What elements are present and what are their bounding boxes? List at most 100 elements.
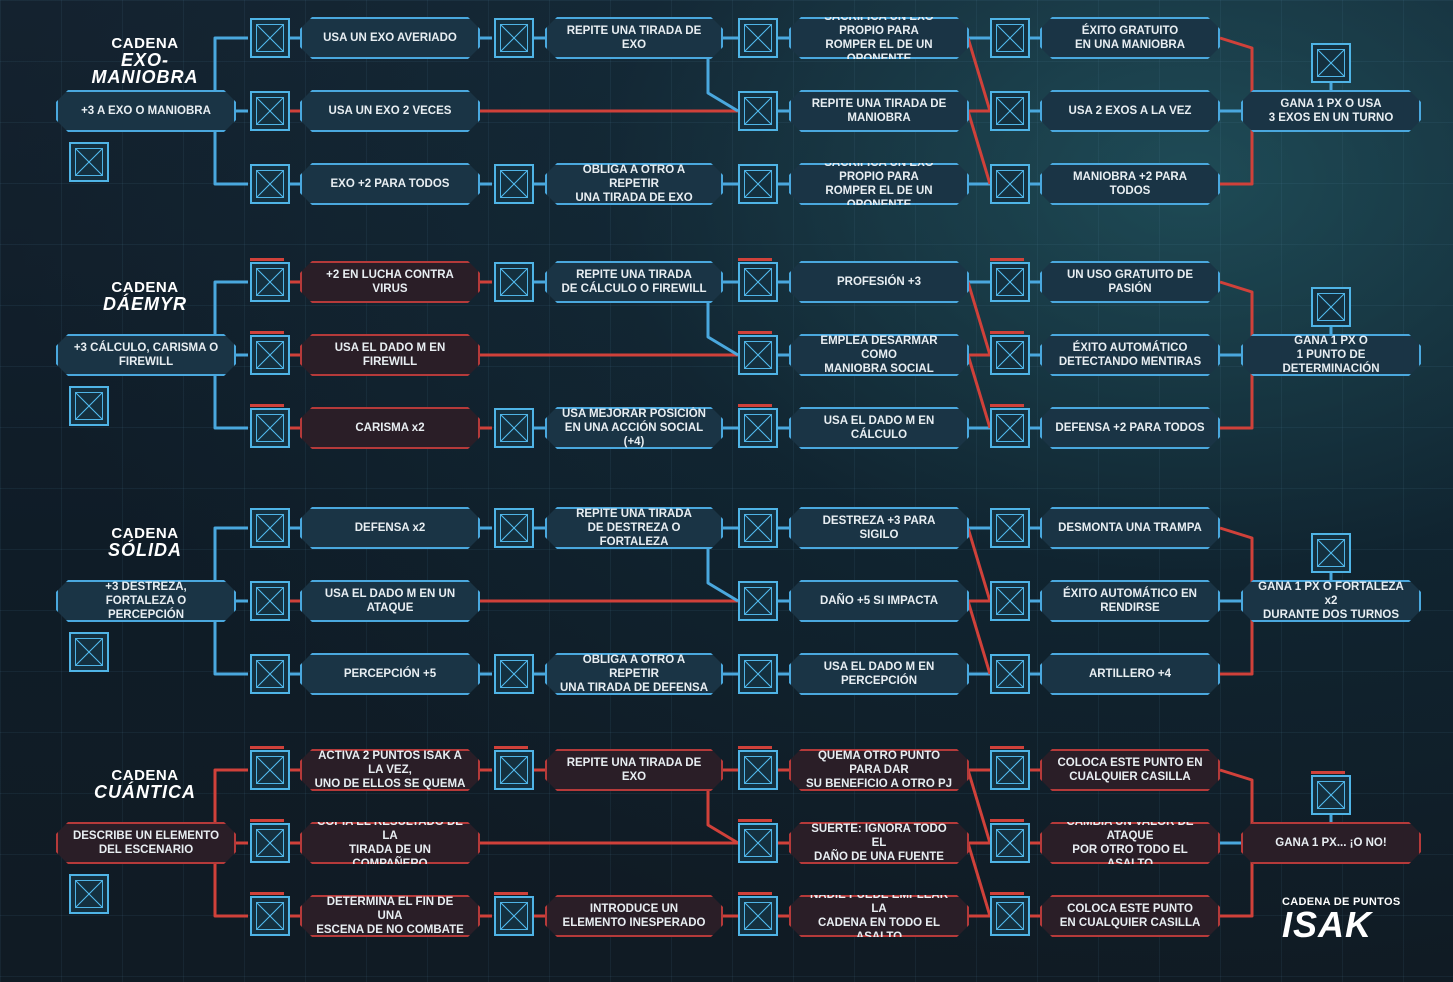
start-checkbox[interactable] [69, 632, 109, 672]
col1-checkbox[interactable] [250, 18, 290, 58]
col3-checkbox[interactable] [738, 746, 778, 790]
col3-checkbox[interactable] [738, 508, 778, 548]
box-tab [494, 892, 528, 895]
node-label: USA 2 EXOS A LA VEZ [1068, 105, 1192, 117]
final-checkbox[interactable] [1311, 771, 1351, 815]
col4-checkbox[interactable] [990, 819, 1030, 863]
node-label: CARISMA x2 [355, 422, 425, 434]
chain-title-line2: CUÁNTICA [94, 782, 196, 802]
col4-checkbox[interactable] [990, 581, 1030, 621]
col4-node: CAMBIA UN VALOR DE ATAQUE POR OTRO TODO … [1040, 822, 1220, 864]
connector-line [213, 601, 248, 676]
col1-checkbox[interactable] [250, 508, 290, 548]
chain-title: CADENA CUÁNTICA [70, 767, 220, 801]
col1-checkbox[interactable] [250, 892, 290, 936]
start-checkbox[interactable] [69, 386, 109, 426]
start-checkbox[interactable] [69, 142, 109, 182]
node-label: PERCEPCIÓN +5 [343, 668, 437, 680]
node-label: +2 EN LUCHA CONTRA VIRUS [326, 269, 454, 295]
chain-title: CADENA DÁEMYR [70, 279, 220, 313]
box-tab [738, 819, 772, 822]
col1-node: COPIA EL RESULTADO DE LA TIRADA DE UN CO… [300, 822, 480, 864]
col2-checkbox[interactable] [494, 746, 534, 790]
logo-subtitle: CADENA DE PUNTOS [1282, 896, 1401, 908]
chain-title-line1: CADENA [111, 767, 179, 784]
col1-node: USA EL DADO M EN FIREWILL [300, 334, 480, 376]
col4-checkbox[interactable] [990, 654, 1030, 694]
col1-checkbox[interactable] [250, 746, 290, 790]
col4-checkbox[interactable] [990, 892, 1030, 936]
col1-checkbox[interactable] [250, 91, 290, 131]
col4-node: DESMONTA UNA TRAMPA [1040, 507, 1220, 549]
box-tab [738, 258, 772, 261]
node-label: USA EL DADO M EN PERCEPCIÓN [823, 661, 935, 687]
col3-checkbox[interactable] [738, 819, 778, 863]
col4-checkbox[interactable] [990, 508, 1030, 548]
col1-checkbox[interactable] [250, 258, 290, 302]
start-checkbox[interactable] [69, 874, 109, 914]
box-tab [250, 746, 284, 749]
col3-checkbox[interactable] [738, 164, 778, 204]
col2-checkbox[interactable] [494, 654, 534, 694]
connector-line [966, 769, 992, 844]
col4-checkbox[interactable] [990, 18, 1030, 58]
final-checkbox[interactable] [1311, 287, 1351, 327]
node-label: DEFENSA +2 PARA TODOS [1055, 422, 1205, 434]
node-label: UN USO GRATUITO DE PASIÓN [1066, 269, 1194, 295]
box-tab [250, 404, 284, 407]
col1-checkbox[interactable] [250, 404, 290, 448]
chain-title-line2: SÓLIDA [107, 540, 182, 560]
col3-node: DESTREZA +3 PARA SIGILO [789, 507, 969, 549]
col1-node: PERCEPCIÓN +5 [300, 653, 480, 695]
col2-checkbox[interactable] [494, 508, 534, 548]
node-label: ÉXITO GRATUITO EN UNA MANIOBRA [1074, 25, 1186, 51]
col3-checkbox[interactable] [738, 331, 778, 375]
box-tab [738, 404, 772, 407]
col3-checkbox[interactable] [738, 404, 778, 448]
col3-node: QUEMA OTRO PUNTO PARA DAR SU BENEFICIO A… [789, 749, 969, 791]
start-node: +3 A EXO O MANIOBRA [56, 90, 236, 132]
col4-checkbox[interactable] [990, 258, 1030, 302]
col3-checkbox[interactable] [738, 258, 778, 302]
node-label: USA EL DADO M EN FIREWILL [334, 342, 446, 368]
col1-checkbox[interactable] [250, 581, 290, 621]
col4-checkbox[interactable] [990, 331, 1030, 375]
box-tab [990, 892, 1024, 895]
connector-line [966, 842, 992, 917]
node-label: INTRODUCE UN ELEMENTO INESPERADO [562, 903, 706, 929]
node-label: REPITE UNA TIRADA DE CÁLCULO O FIREWILL [561, 269, 707, 295]
col2-node: USA MEJORAR POSICIÓN EN UNA ACCIÓN SOCIA… [545, 407, 723, 449]
col3-checkbox[interactable] [738, 91, 778, 131]
col1-checkbox[interactable] [250, 819, 290, 863]
node-label: SACRIFICA UN EXO PROPIO PARA ROMPER EL D… [824, 157, 934, 197]
col4-node: ÉXITO AUTOMÁTICO DETECTANDO MENTIRAS [1040, 334, 1220, 376]
col3-checkbox[interactable] [738, 654, 778, 694]
col3-checkbox[interactable] [738, 581, 778, 621]
col2-checkbox[interactable] [494, 408, 534, 448]
col4-checkbox[interactable] [990, 404, 1030, 448]
col2-node: INTRODUCE UN ELEMENTO INESPERADO [545, 895, 723, 937]
col4-checkbox[interactable] [990, 91, 1030, 131]
node-label: ÉXITO AUTOMÁTICO EN RENDIRSE [1063, 588, 1197, 614]
col1-checkbox[interactable] [250, 331, 290, 375]
col1-checkbox[interactable] [250, 164, 290, 204]
final-node: GANA 1 PX... ¡O NO! [1241, 822, 1421, 864]
col2-checkbox[interactable] [494, 164, 534, 204]
chain-title: CADENA SÓLIDA [70, 525, 220, 559]
col4-checkbox[interactable] [990, 164, 1030, 204]
final-checkbox[interactable] [1311, 43, 1351, 83]
col2-checkbox[interactable] [494, 892, 534, 936]
col3-checkbox[interactable] [738, 18, 778, 58]
start-node: DESCRIBE UN ELEMENTO DEL ESCENARIO [56, 822, 236, 864]
col2-checkbox[interactable] [494, 262, 534, 302]
col2-checkbox[interactable] [494, 18, 534, 58]
col3-node: PROFESIÓN +3 [789, 261, 969, 303]
final-checkbox[interactable] [1311, 533, 1351, 573]
node-label: GANA 1 PX O USA 3 EXOS EN UN TURNO [1268, 98, 1394, 124]
col2-node: REPITE UNA TIRADA DE EXO [545, 17, 723, 59]
col4-checkbox[interactable] [990, 746, 1030, 790]
node-label: +3 DESTREZA, FORTALEZA O PERCEPCIÓN [105, 581, 187, 621]
col1-checkbox[interactable] [250, 654, 290, 694]
col4-node: COLOCA ESTE PUNTO EN CUALQUIER CASILLA [1040, 749, 1220, 791]
col3-checkbox[interactable] [738, 892, 778, 936]
